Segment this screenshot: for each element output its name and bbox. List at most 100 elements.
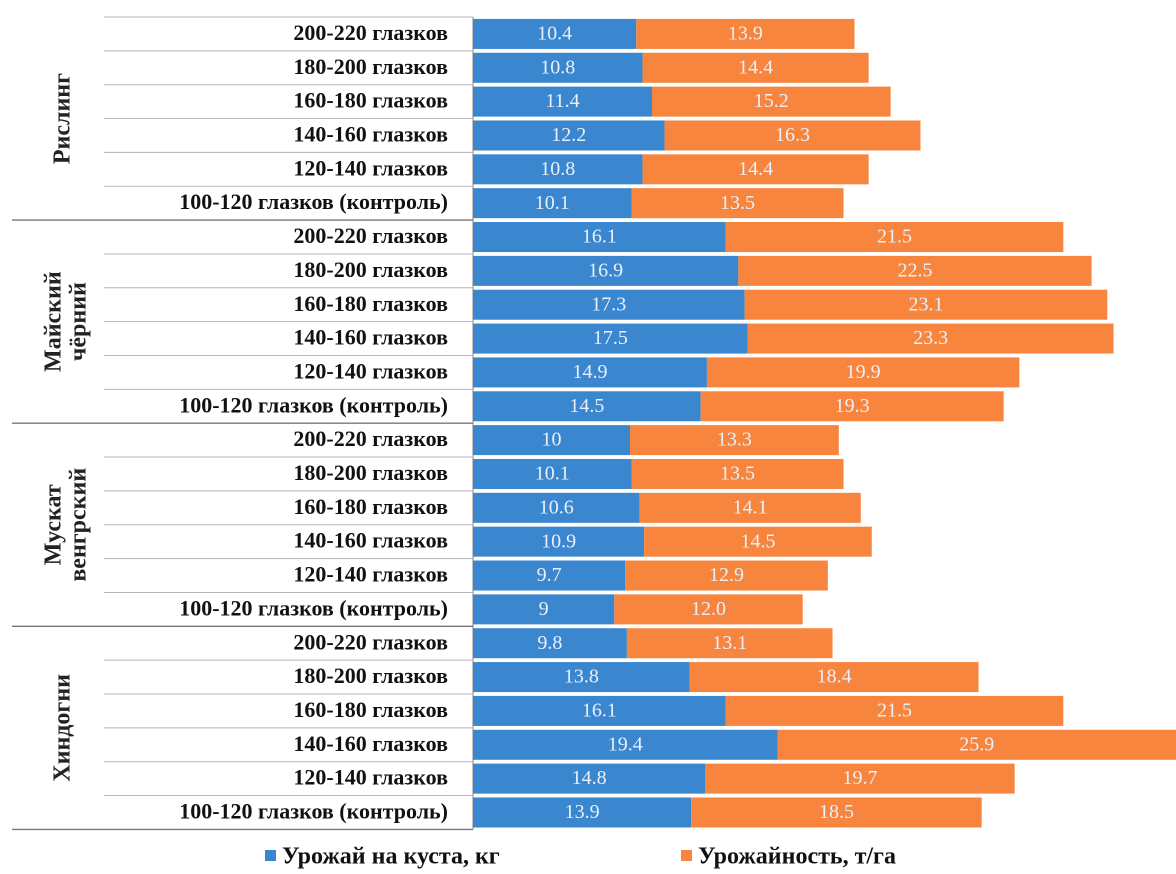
category-label: 120-140 глазков [293,155,448,180]
bar-yield-per-ha [700,391,1004,422]
category-label: 200-220 глазков [293,629,448,654]
bar-yield-per-ha [691,797,982,828]
bar-yield-per-bush [473,594,615,625]
data-label: 10.8 [540,56,575,78]
legend-swatch-yield-per-bush [265,850,276,861]
data-label: 10.8 [540,158,575,180]
data-label: 9.8 [537,632,562,654]
bar-yield-per-ha [614,594,803,625]
bar-yield-per-bush [473,323,748,354]
category-label: 100-120 глазков (контроль) [179,189,448,214]
data-label: 10.9 [541,530,576,552]
bar-yield-per-bush [473,222,726,253]
bar-yield-per-ha [738,255,1092,286]
category-label: 200-220 глазков [293,20,448,45]
data-label: 13.9 [565,801,600,823]
bar-yield-per-bush [473,255,739,286]
category-table: Рислинг 200-220 глазков 180-200 глазков 160… [12,16,474,831]
data-label: 21.5 [877,226,912,248]
data-label: 23.1 [908,293,943,315]
group-label-line: Майский [40,271,66,372]
bar-yield-per-ha [636,18,855,49]
data-label: 16.9 [588,259,623,281]
group-label-line: чёрний [66,282,92,361]
data-label: 21.5 [877,700,912,722]
bar-yield-per-bush [473,391,701,422]
bar-yield-per-ha [664,120,921,151]
bar-yield-per-ha [631,458,844,489]
data-label: 12.9 [709,564,744,586]
group-label-line: венгрский [66,468,92,582]
bar-yield-per-ha [642,52,869,83]
bar-yield-per-ha [651,86,891,117]
category-label: 180-200 глазков [293,460,448,485]
legend: Урожай на куста, кг Урожайность, т/га [265,844,896,870]
bar-yield-per-ha [689,662,979,693]
data-label: 10 [542,429,562,451]
legend-swatch-yield-per-ha [681,850,692,861]
group-label: Рислинг [50,73,76,164]
bar-yield-per-bush [473,154,643,185]
bar-yield-per-ha [631,188,844,219]
bar-yield-per-bush [473,18,637,49]
category-label: 120-140 глазков [293,562,448,587]
bar-yield-per-bush [473,357,707,388]
category-label: 180-200 глазков [293,54,448,79]
bar-yield-per-bush [473,729,778,760]
data-label: 9.7 [537,564,562,586]
data-label: 16.1 [582,700,617,722]
category-label: 140-160 глазков [293,122,448,147]
category-label: 160-180 глазков [293,697,448,722]
data-label: 17.5 [593,327,628,349]
bar-yield-per-bush [473,120,665,151]
bar-yield-per-ha [644,526,872,557]
bar-yield-per-bush [473,458,632,489]
bar-yield-per-bush [473,763,706,794]
data-label: 14.4 [738,158,773,180]
data-label: 13.1 [712,632,747,654]
bar-yield-per-ha [639,492,861,523]
bar-yield-per-bush [473,289,745,320]
bar-yield-per-ha [777,729,1176,760]
data-label: 14.8 [572,767,607,789]
bar-yield-per-ha [747,323,1114,354]
bar-yield-per-ha [706,357,1020,388]
data-label: 14.1 [733,496,768,518]
data-label: 14.5 [569,395,604,417]
group-label: Майскийчёрний [40,271,91,372]
bar-yield-per-ha [642,154,869,185]
data-label: 13.5 [720,192,755,214]
bar-yield-per-bush [473,662,690,693]
data-label: 25.9 [959,733,994,755]
value-labels: 10.4 13.9 10.8 14.4 11.4 15.2 12.2 16.3 10.8 14.4… [535,23,995,824]
category-label: 160-180 глазков [293,88,448,113]
data-label: 19.4 [608,733,643,755]
bar-yield-per-bush [473,695,726,726]
bar-yield-per-ha [744,289,1108,320]
category-label: 140-160 глазков [293,528,448,553]
data-label: 19.7 [843,767,878,789]
category-label: 120-140 глазков [293,358,448,383]
data-label: 12.0 [691,598,726,620]
category-label: 160-180 глазков [293,291,448,316]
data-label: 18.4 [817,666,852,688]
data-label: 14.9 [572,361,607,383]
data-label: 12.2 [551,124,586,146]
bar-yield-per-ha [626,628,833,659]
data-label: 14.4 [738,56,773,78]
data-label: 13.3 [717,429,752,451]
group-label: Хиндогни [50,674,76,782]
category-label: 180-200 глазков [293,663,448,688]
category-label: 100-120 глазков (контроль) [179,799,448,824]
category-label: 140-160 глазков [293,325,448,350]
bar-yield-per-bush [473,188,632,219]
bar-yield-per-bush [473,425,630,456]
bar-yield-per-ha [625,560,828,591]
category-label: 100-120 глазков (контроль) [179,595,448,620]
bar-yield-per-bush [473,628,627,659]
category-label: 140-160 глазков [293,731,448,756]
data-label: 19.9 [846,361,881,383]
bar-yield-per-ha [630,425,839,456]
bar-yield-per-bush [473,52,643,83]
